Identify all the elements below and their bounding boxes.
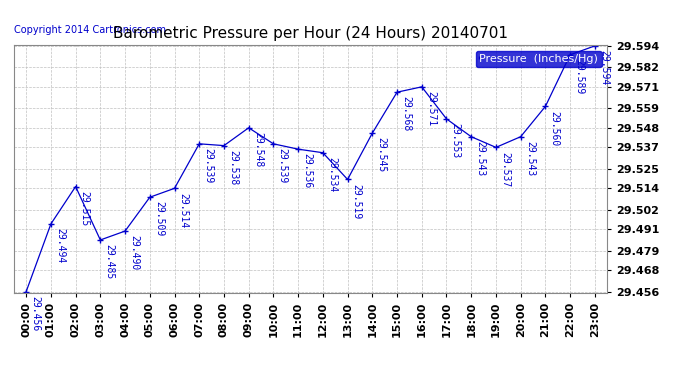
Text: 29.571: 29.571	[426, 91, 436, 126]
Text: 29.534: 29.534	[327, 157, 337, 192]
Text: 29.589: 29.589	[574, 59, 584, 94]
Text: 29.515: 29.515	[80, 191, 90, 226]
Text: 29.485: 29.485	[104, 244, 115, 279]
Text: 29.594: 29.594	[599, 50, 609, 85]
Text: 29.519: 29.519	[352, 184, 362, 219]
Text: 29.490: 29.490	[129, 235, 139, 270]
Text: 29.514: 29.514	[179, 192, 188, 228]
Legend: Pressure  (Inches/Hg): Pressure (Inches/Hg)	[476, 51, 602, 67]
Text: 29.539: 29.539	[277, 148, 288, 183]
Text: 29.568: 29.568	[401, 96, 411, 132]
Text: 29.543: 29.543	[475, 141, 485, 176]
Title: Barometric Pressure per Hour (24 Hours) 20140701: Barometric Pressure per Hour (24 Hours) …	[113, 26, 508, 41]
Text: 29.543: 29.543	[525, 141, 535, 176]
Text: 29.538: 29.538	[228, 150, 238, 185]
Text: 29.553: 29.553	[451, 123, 461, 158]
Text: 29.509: 29.509	[154, 201, 164, 237]
Text: 29.560: 29.560	[549, 111, 560, 146]
Text: 29.536: 29.536	[302, 153, 313, 189]
Text: Copyright 2014 Cartronics.com: Copyright 2014 Cartronics.com	[14, 25, 166, 35]
Text: 29.539: 29.539	[204, 148, 213, 183]
Text: 29.548: 29.548	[253, 132, 263, 167]
Text: 29.537: 29.537	[500, 152, 510, 187]
Text: 29.456: 29.456	[30, 296, 40, 331]
Text: 29.545: 29.545	[377, 137, 386, 172]
Text: 29.494: 29.494	[55, 228, 65, 263]
